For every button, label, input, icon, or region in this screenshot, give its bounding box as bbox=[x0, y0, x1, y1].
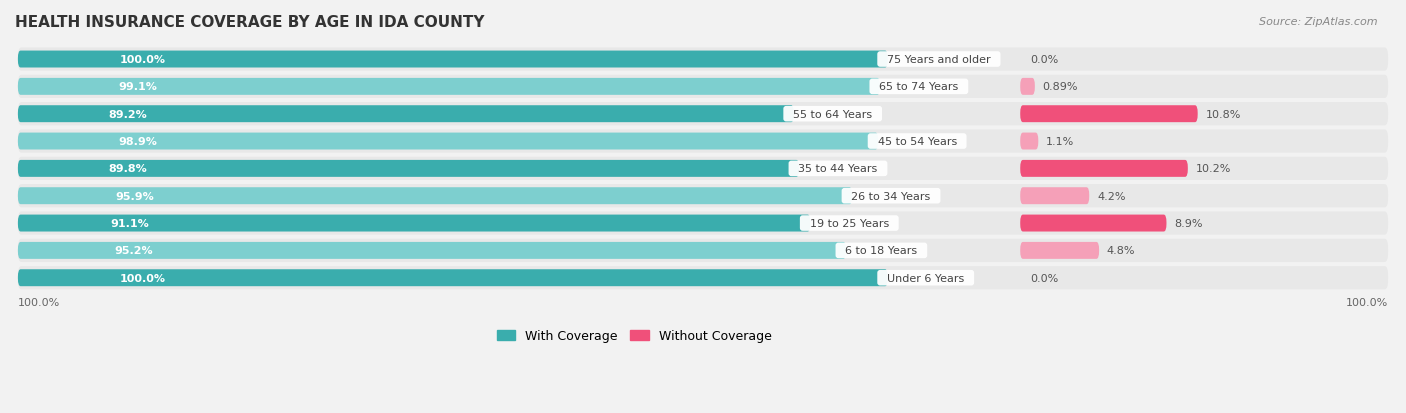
Text: 65 to 74 Years: 65 to 74 Years bbox=[872, 82, 966, 92]
FancyBboxPatch shape bbox=[18, 76, 1388, 99]
Text: HEALTH INSURANCE COVERAGE BY AGE IN IDA COUNTY: HEALTH INSURANCE COVERAGE BY AGE IN IDA … bbox=[15, 15, 485, 30]
Text: 98.9%: 98.9% bbox=[118, 137, 157, 147]
Text: 95.2%: 95.2% bbox=[114, 246, 153, 256]
Text: 6 to 18 Years: 6 to 18 Years bbox=[838, 246, 924, 256]
Text: 19 to 25 Years: 19 to 25 Years bbox=[803, 218, 896, 228]
Legend: With Coverage, Without Coverage: With Coverage, Without Coverage bbox=[492, 324, 778, 347]
FancyBboxPatch shape bbox=[18, 52, 887, 68]
FancyBboxPatch shape bbox=[18, 106, 794, 123]
FancyBboxPatch shape bbox=[18, 242, 846, 259]
Text: Under 6 Years: Under 6 Years bbox=[880, 273, 972, 283]
FancyBboxPatch shape bbox=[18, 157, 1388, 180]
Text: 100.0%: 100.0% bbox=[18, 298, 60, 308]
Text: 0.0%: 0.0% bbox=[1029, 273, 1059, 283]
Text: 100.0%: 100.0% bbox=[120, 273, 166, 283]
Text: 95.9%: 95.9% bbox=[115, 191, 153, 201]
Text: 1.1%: 1.1% bbox=[1046, 137, 1074, 147]
FancyBboxPatch shape bbox=[1021, 215, 1167, 232]
Text: 91.1%: 91.1% bbox=[110, 218, 149, 228]
FancyBboxPatch shape bbox=[18, 48, 1388, 71]
Text: 0.0%: 0.0% bbox=[1029, 55, 1059, 65]
FancyBboxPatch shape bbox=[18, 130, 1388, 153]
FancyBboxPatch shape bbox=[18, 239, 1388, 262]
FancyBboxPatch shape bbox=[1021, 79, 1035, 95]
FancyBboxPatch shape bbox=[18, 79, 880, 95]
FancyBboxPatch shape bbox=[1021, 133, 1038, 150]
FancyBboxPatch shape bbox=[18, 266, 1388, 290]
Text: 26 to 34 Years: 26 to 34 Years bbox=[845, 191, 938, 201]
Text: 55 to 64 Years: 55 to 64 Years bbox=[786, 109, 879, 119]
FancyBboxPatch shape bbox=[18, 103, 1388, 126]
Text: 89.8%: 89.8% bbox=[108, 164, 148, 174]
Text: 35 to 44 Years: 35 to 44 Years bbox=[792, 164, 884, 174]
FancyBboxPatch shape bbox=[18, 270, 887, 287]
Text: 10.2%: 10.2% bbox=[1195, 164, 1230, 174]
Text: 0.89%: 0.89% bbox=[1043, 82, 1078, 92]
FancyBboxPatch shape bbox=[18, 161, 799, 178]
FancyBboxPatch shape bbox=[1021, 188, 1090, 205]
Text: 45 to 54 Years: 45 to 54 Years bbox=[870, 137, 963, 147]
FancyBboxPatch shape bbox=[1021, 161, 1188, 178]
Text: 4.8%: 4.8% bbox=[1107, 246, 1135, 256]
Text: 75 Years and older: 75 Years and older bbox=[880, 55, 998, 65]
FancyBboxPatch shape bbox=[18, 185, 1388, 208]
FancyBboxPatch shape bbox=[1021, 106, 1198, 123]
Text: 100.0%: 100.0% bbox=[1346, 298, 1388, 308]
Text: 99.1%: 99.1% bbox=[118, 82, 157, 92]
FancyBboxPatch shape bbox=[18, 212, 1388, 235]
Text: 100.0%: 100.0% bbox=[120, 55, 166, 65]
Text: 4.2%: 4.2% bbox=[1097, 191, 1125, 201]
FancyBboxPatch shape bbox=[1021, 242, 1099, 259]
FancyBboxPatch shape bbox=[18, 133, 879, 150]
Text: Source: ZipAtlas.com: Source: ZipAtlas.com bbox=[1260, 17, 1378, 26]
Text: 89.2%: 89.2% bbox=[108, 109, 146, 119]
FancyBboxPatch shape bbox=[18, 188, 852, 205]
Text: 10.8%: 10.8% bbox=[1205, 109, 1240, 119]
Text: 8.9%: 8.9% bbox=[1174, 218, 1202, 228]
FancyBboxPatch shape bbox=[18, 215, 810, 232]
